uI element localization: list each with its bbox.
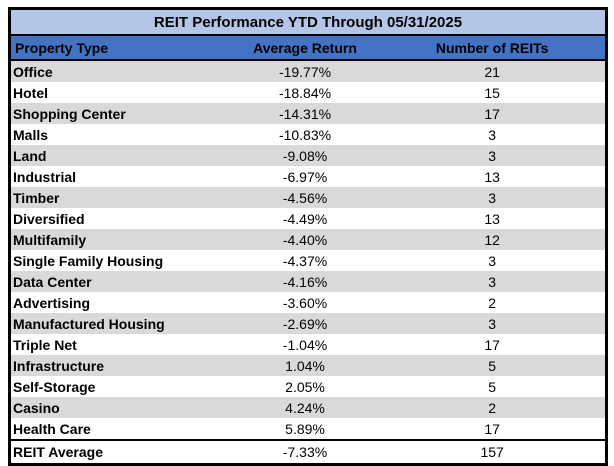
average-return-cell: -4.37% <box>230 250 380 271</box>
average-return-cell: -4.49% <box>230 208 380 229</box>
reit-count-cell: 3 <box>379 313 605 334</box>
table-row: Data Center -4.16% 3 <box>11 271 605 292</box>
reit-count-cell: 5 <box>379 355 605 376</box>
property-type-cell: Hotel <box>11 82 231 103</box>
average-return-cell: -6.97% <box>230 166 380 187</box>
reit-count-cell: 13 <box>379 208 605 229</box>
reit-count-cell: 15 <box>379 82 605 103</box>
property-type-cell: Infrastructure <box>11 355 231 376</box>
property-type-cell: Industrial <box>11 166 231 187</box>
table-row: Single Family Housing -4.37% 3 <box>11 250 605 271</box>
reit-count-cell: 3 <box>379 187 605 208</box>
reit-count-cell: 17 <box>379 103 605 124</box>
table-row: Casino 4.24% 2 <box>11 397 605 418</box>
average-return-cell: -3.60% <box>230 292 380 313</box>
property-type-cell: Health Care <box>11 418 231 440</box>
reit-count-cell: 2 <box>379 292 605 313</box>
reit-count-cell: 21 <box>379 60 605 82</box>
property-type-cell: Office <box>11 60 231 82</box>
column-header-average-return: Average Return <box>230 35 380 61</box>
property-type-cell: Triple Net <box>11 334 231 355</box>
table-row: Infrastructure 1.04% 5 <box>11 355 605 376</box>
table-title-row: REIT Performance YTD Through 05/31/2025 <box>11 10 605 36</box>
average-return-cell: 5.89% <box>230 418 380 440</box>
table-row: Malls -10.83% 3 <box>11 124 605 145</box>
average-return-cell: -9.08% <box>230 145 380 166</box>
column-header-property-type: Property Type <box>11 35 231 61</box>
property-type-cell: Shopping Center <box>11 103 231 124</box>
table-row: Land -9.08% 3 <box>11 145 605 166</box>
average-return-cell: -1.04% <box>230 334 380 355</box>
property-type-cell: Data Center <box>11 271 231 292</box>
footer-property-type: REIT Average <box>11 439 231 463</box>
average-return-cell: -4.56% <box>230 187 380 208</box>
table-row: Advertising -3.60% 2 <box>11 292 605 313</box>
table-row: Hotel -18.84% 15 <box>11 82 605 103</box>
reit-count-cell: 5 <box>379 376 605 397</box>
reit-count-cell: 12 <box>379 229 605 250</box>
average-return-cell: -10.83% <box>230 124 380 145</box>
property-type-cell: Diversified <box>11 208 231 229</box>
table-row: Office -19.77% 21 <box>11 60 605 82</box>
table-body: Office -19.77% 21 Hotel -18.84% 15 Shopp… <box>11 60 605 440</box>
average-return-cell: -2.69% <box>230 313 380 334</box>
average-return-cell: 1.04% <box>230 355 380 376</box>
average-return-cell: -19.77% <box>230 60 380 82</box>
table-header-row: Property Type Average Return Number of R… <box>11 35 605 61</box>
property-type-cell: Advertising <box>11 292 231 313</box>
property-type-cell: Land <box>11 145 231 166</box>
property-type-cell: Timber <box>11 187 231 208</box>
average-return-cell: 4.24% <box>230 397 380 418</box>
average-return-cell: 2.05% <box>230 376 380 397</box>
reit-count-cell: 3 <box>379 145 605 166</box>
data-table: REIT Performance YTD Through 05/31/2025 … <box>11 10 605 463</box>
table-row: Manufactured Housing -2.69% 3 <box>11 313 605 334</box>
reit-count-cell: 17 <box>379 334 605 355</box>
table-footer-row: REIT Average -7.33% 157 <box>11 439 605 463</box>
reit-performance-table: REIT Performance YTD Through 05/31/2025 … <box>8 7 608 466</box>
table-row: Shopping Center -14.31% 17 <box>11 103 605 124</box>
reit-count-cell: 2 <box>379 397 605 418</box>
reit-count-cell: 3 <box>379 271 605 292</box>
reit-count-cell: 3 <box>379 124 605 145</box>
table-row: Self-Storage 2.05% 5 <box>11 376 605 397</box>
footer-reit-count: 157 <box>379 439 605 463</box>
property-type-cell: Manufactured Housing <box>11 313 231 334</box>
reit-count-cell: 17 <box>379 418 605 440</box>
property-type-cell: Malls <box>11 124 231 145</box>
property-type-cell: Single Family Housing <box>11 250 231 271</box>
property-type-cell: Casino <box>11 397 231 418</box>
average-return-cell: -4.16% <box>230 271 380 292</box>
property-type-cell: Self-Storage <box>11 376 231 397</box>
average-return-cell: -18.84% <box>230 82 380 103</box>
reit-count-cell: 3 <box>379 250 605 271</box>
average-return-cell: -14.31% <box>230 103 380 124</box>
table-row: Industrial -6.97% 13 <box>11 166 605 187</box>
table-row: Timber -4.56% 3 <box>11 187 605 208</box>
table-row: Multifamily -4.40% 12 <box>11 229 605 250</box>
table-title: REIT Performance YTD Through 05/31/2025 <box>11 10 605 36</box>
column-header-number-of-reits: Number of REITs <box>379 35 605 61</box>
table-row: Triple Net -1.04% 17 <box>11 334 605 355</box>
reit-count-cell: 13 <box>379 166 605 187</box>
table-row: Diversified -4.49% 13 <box>11 208 605 229</box>
property-type-cell: Multifamily <box>11 229 231 250</box>
average-return-cell: -4.40% <box>230 229 380 250</box>
footer-average-return: -7.33% <box>230 439 380 463</box>
table-row: Health Care 5.89% 17 <box>11 418 605 440</box>
